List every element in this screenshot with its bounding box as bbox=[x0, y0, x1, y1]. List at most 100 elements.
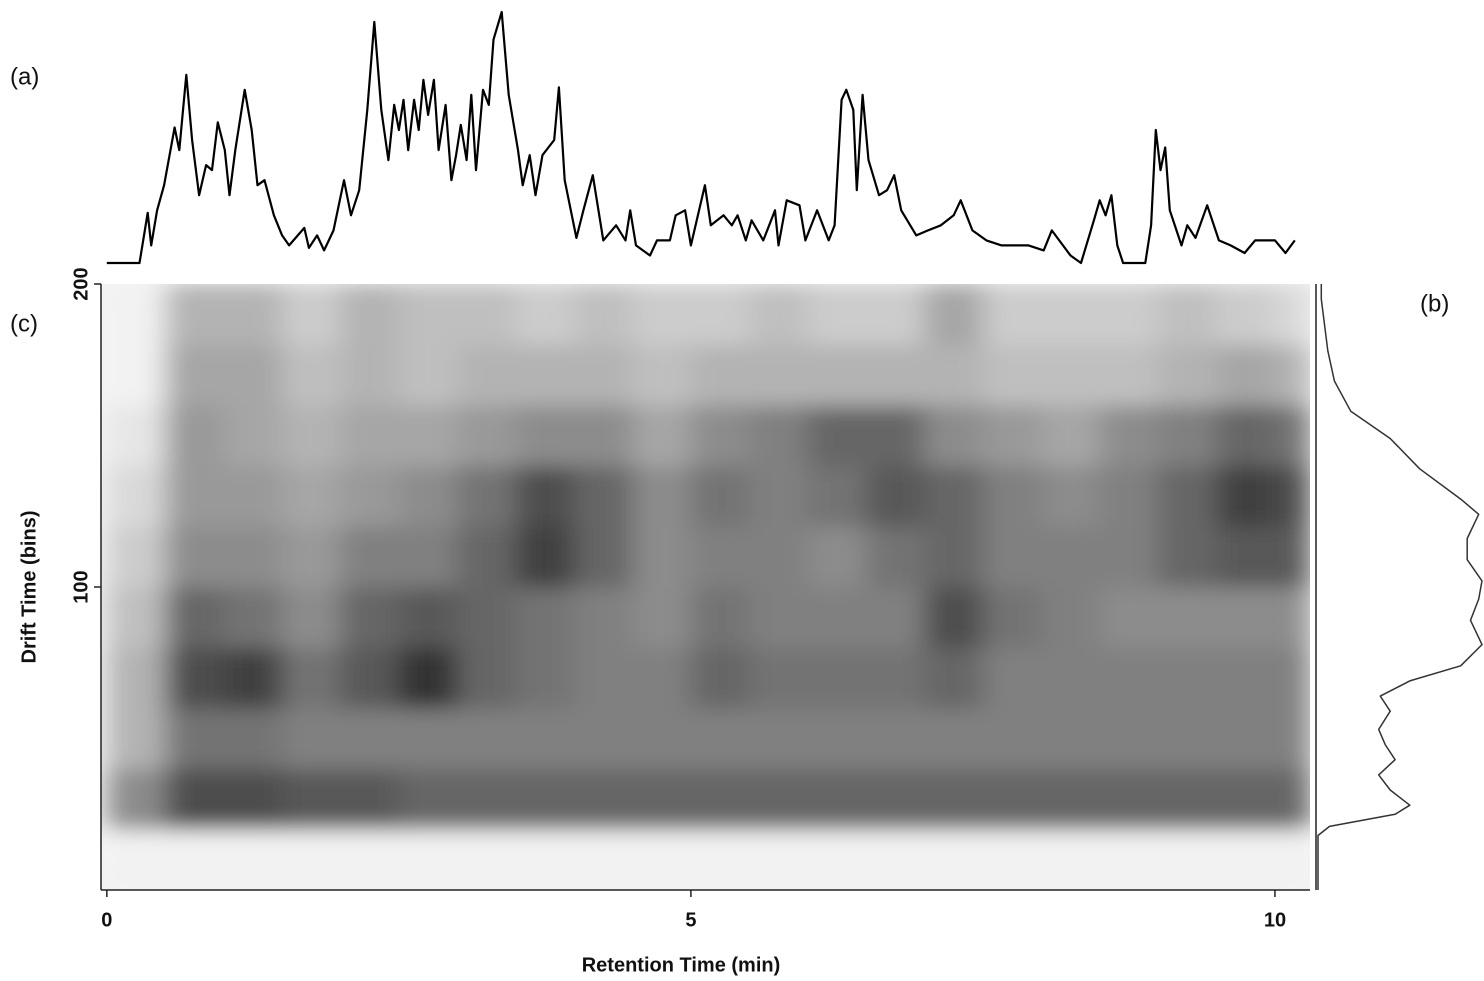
heatmap-cell bbox=[866, 708, 926, 770]
heatmap-cell bbox=[223, 465, 283, 527]
heatmap-cell bbox=[982, 829, 1042, 890]
heatmap-cell bbox=[340, 768, 400, 830]
heatmap-cell bbox=[1216, 405, 1276, 467]
heatmap-cell bbox=[924, 647, 984, 709]
heatmap-cell bbox=[1041, 526, 1101, 588]
heatmap-cell bbox=[924, 526, 984, 588]
heatmap-cell bbox=[632, 768, 692, 830]
heatmap-cell bbox=[1099, 587, 1159, 649]
heatmap-cell bbox=[106, 829, 166, 890]
y-tick-label: 100 bbox=[70, 570, 92, 603]
heatmap-cell bbox=[340, 284, 400, 346]
heatmap-cell bbox=[866, 829, 926, 890]
heatmap-cell bbox=[340, 647, 400, 709]
heatmap-cell bbox=[1216, 768, 1276, 830]
heatmap-cell bbox=[924, 768, 984, 830]
heatmap-cell bbox=[1158, 465, 1218, 527]
heatmap-cell bbox=[165, 708, 225, 770]
heatmap-cell bbox=[165, 829, 225, 890]
heatmap-cell bbox=[1158, 647, 1218, 709]
heatmap-cell bbox=[165, 344, 225, 406]
heatmap-cell bbox=[574, 526, 633, 588]
heatmap-cell bbox=[749, 405, 809, 467]
heatmap-cell bbox=[1158, 526, 1218, 588]
heatmap-cell bbox=[1216, 647, 1276, 709]
x-tick-label: 5 bbox=[685, 909, 696, 931]
heatmap-cell bbox=[982, 587, 1042, 649]
heatmap-cell bbox=[1158, 284, 1218, 346]
heatmap-cell bbox=[1274, 344, 1310, 406]
heatmap-cell bbox=[457, 284, 517, 346]
heatmap-cell bbox=[690, 526, 750, 588]
heatmap-cell bbox=[1099, 284, 1159, 346]
heatmap-cell bbox=[106, 284, 166, 346]
heatmap-cell bbox=[807, 465, 867, 527]
heatmap-cell bbox=[1041, 708, 1101, 770]
heatmap-cell bbox=[1041, 768, 1101, 830]
heatmap-cell bbox=[866, 344, 926, 406]
heatmap-cell bbox=[1216, 465, 1276, 527]
heatmap-cell bbox=[1041, 587, 1101, 649]
heatmap-cell bbox=[632, 526, 692, 588]
heatmap-cell bbox=[1158, 344, 1218, 406]
heatmap-cell bbox=[340, 405, 400, 467]
heatmap-cell bbox=[1274, 526, 1310, 588]
heatmap-cell bbox=[690, 587, 750, 649]
heatmap-cell bbox=[982, 768, 1042, 830]
heatmap-cell bbox=[574, 284, 633, 346]
heatmap-cell bbox=[106, 344, 166, 406]
heatmap-cell bbox=[1041, 344, 1101, 406]
heatmap-cell bbox=[1158, 708, 1218, 770]
heatmap-cell bbox=[866, 587, 926, 649]
heatmap-cell bbox=[457, 465, 517, 527]
heatmap-cell bbox=[282, 768, 341, 830]
heatmap-cell bbox=[690, 768, 750, 830]
heatmap-cell bbox=[982, 526, 1042, 588]
heatmap-cell bbox=[223, 587, 283, 649]
heatmap-cell bbox=[982, 465, 1042, 527]
y-tick-label: 200 bbox=[70, 267, 92, 300]
heatmap bbox=[106, 284, 1310, 890]
heatmap-cell bbox=[632, 284, 692, 346]
heatmap-cell bbox=[807, 829, 867, 890]
heatmap-cell bbox=[807, 344, 867, 406]
x-axis-title: Retention Time (min) bbox=[582, 954, 781, 976]
x-tick-label: 10 bbox=[1264, 909, 1286, 931]
heatmap-cells bbox=[106, 284, 1310, 890]
heatmap-cell bbox=[632, 587, 692, 649]
heatmap-cell bbox=[457, 768, 517, 830]
heatmap-cell bbox=[924, 708, 984, 770]
heatmap-cell bbox=[632, 405, 692, 467]
heatmap-cell bbox=[106, 465, 166, 527]
heatmap-cell bbox=[807, 708, 867, 770]
heatmap-cell bbox=[1216, 708, 1276, 770]
heatmap-cell bbox=[1216, 344, 1276, 406]
heatmap-cell bbox=[1158, 829, 1218, 890]
heatmap-cell bbox=[1274, 647, 1310, 709]
heatmap-cell bbox=[165, 284, 225, 346]
panel-label: (b) bbox=[1420, 290, 1449, 317]
heatmap-cell bbox=[807, 587, 867, 649]
heatmap-cell bbox=[982, 344, 1042, 406]
heatmap-cell bbox=[282, 344, 341, 406]
heatmap-cell bbox=[807, 768, 867, 830]
heatmap-cell bbox=[632, 829, 692, 890]
heatmap-cell bbox=[574, 708, 633, 770]
heatmap-cell bbox=[106, 647, 166, 709]
heatmap-cell bbox=[574, 768, 633, 830]
heatmap-cell bbox=[924, 405, 984, 467]
heatmap-cell bbox=[1099, 768, 1159, 830]
heatmap-cell bbox=[982, 405, 1042, 467]
heatmap-cell bbox=[924, 465, 984, 527]
heatmap-cell bbox=[1041, 405, 1101, 467]
heatmap-cell bbox=[398, 708, 458, 770]
heatmap-cell bbox=[223, 708, 283, 770]
heatmap-cell bbox=[165, 465, 225, 527]
heatmap-cell bbox=[574, 647, 633, 709]
heatmap-cell bbox=[690, 708, 750, 770]
heatmap-cell bbox=[749, 465, 809, 527]
heatmap-cell bbox=[866, 768, 926, 830]
heatmap-cell bbox=[106, 708, 166, 770]
heatmap-cell bbox=[1158, 587, 1218, 649]
